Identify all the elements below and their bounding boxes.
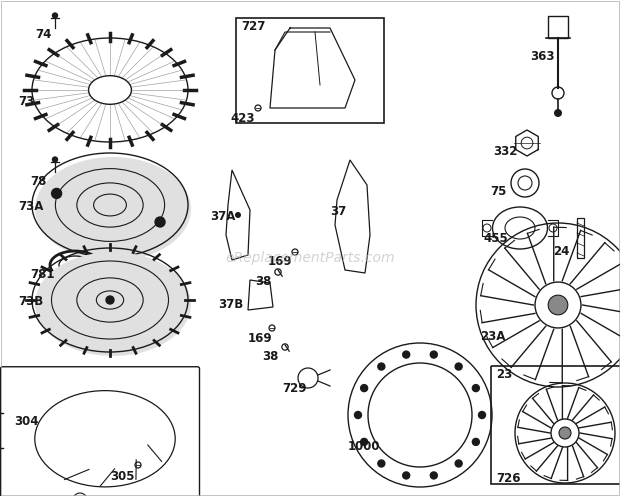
Text: 73: 73 xyxy=(18,95,34,108)
Text: 73B: 73B xyxy=(18,295,43,308)
Text: 169: 169 xyxy=(268,255,293,268)
Circle shape xyxy=(455,363,462,370)
Bar xyxy=(491,366,620,484)
Circle shape xyxy=(155,217,165,227)
Ellipse shape xyxy=(35,157,191,261)
Text: 23A: 23A xyxy=(480,330,505,343)
Text: 363: 363 xyxy=(530,50,554,63)
Bar xyxy=(548,16,568,38)
Circle shape xyxy=(51,188,61,198)
Text: 23: 23 xyxy=(496,368,512,381)
Text: 37: 37 xyxy=(330,205,346,218)
Circle shape xyxy=(361,438,368,445)
Text: 75: 75 xyxy=(490,185,507,198)
Circle shape xyxy=(361,384,368,392)
Circle shape xyxy=(472,438,479,445)
Circle shape xyxy=(53,13,58,18)
Circle shape xyxy=(403,472,410,479)
Circle shape xyxy=(430,472,437,479)
Text: 332: 332 xyxy=(493,145,517,158)
Text: 74: 74 xyxy=(35,28,51,41)
Text: 423: 423 xyxy=(230,112,254,125)
Circle shape xyxy=(378,460,385,467)
Text: 727: 727 xyxy=(241,19,265,33)
Text: 305: 305 xyxy=(110,470,135,483)
Text: 455: 455 xyxy=(483,232,508,245)
Text: 38: 38 xyxy=(255,275,272,288)
Bar xyxy=(236,17,384,123)
Circle shape xyxy=(53,157,58,162)
Text: eReplacementParts.com: eReplacementParts.com xyxy=(225,251,395,265)
Text: 38: 38 xyxy=(262,350,278,363)
Text: 304: 304 xyxy=(14,415,38,428)
Circle shape xyxy=(479,412,485,419)
Text: 78: 78 xyxy=(30,175,46,188)
Circle shape xyxy=(106,296,114,304)
Circle shape xyxy=(548,295,568,315)
Circle shape xyxy=(430,351,437,358)
Circle shape xyxy=(559,427,571,439)
Text: 73A: 73A xyxy=(18,200,43,213)
Text: 37B: 37B xyxy=(218,298,243,311)
Ellipse shape xyxy=(35,252,191,356)
Text: 1000: 1000 xyxy=(348,440,381,453)
Circle shape xyxy=(378,363,385,370)
Text: 24: 24 xyxy=(553,245,569,258)
Circle shape xyxy=(403,351,410,358)
Circle shape xyxy=(235,212,241,218)
Text: 37A: 37A xyxy=(210,210,236,223)
Circle shape xyxy=(355,412,361,419)
Circle shape xyxy=(472,384,479,392)
Text: 169: 169 xyxy=(248,332,273,345)
Circle shape xyxy=(554,109,562,117)
Text: 726: 726 xyxy=(496,472,521,485)
Text: 781: 781 xyxy=(30,268,55,281)
Text: 729: 729 xyxy=(282,382,306,395)
Bar xyxy=(577,218,584,258)
Circle shape xyxy=(455,460,462,467)
